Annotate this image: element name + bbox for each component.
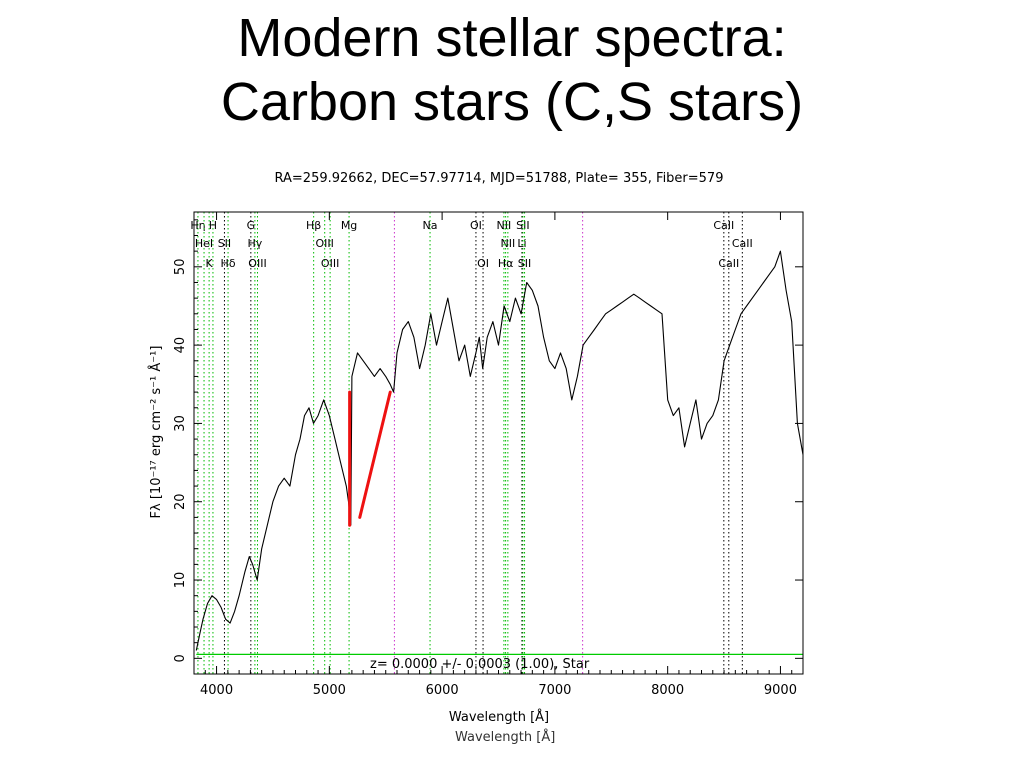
x-tick-label: 9000	[764, 683, 797, 698]
marker-label: OIII	[248, 257, 266, 270]
x-axis-label: Wavelength [Å]	[449, 709, 549, 725]
y-tick-label: 0	[173, 654, 188, 662]
marker-label: Hγ	[248, 237, 263, 250]
y-tick-label: 20	[173, 493, 188, 510]
line-markers: Hη H HeI SII K Hδ G Hγ OIII Hβ OIII OIII Mg Na OI OI NII…	[190, 212, 753, 674]
marker-label: Hη	[190, 219, 205, 232]
plot-frame	[193, 211, 804, 675]
annotations	[348, 390, 392, 527]
marker-label: SII	[516, 219, 529, 232]
spectrum-flux-line	[195, 250, 804, 651]
y-tick-label: 10	[173, 572, 188, 589]
marker-label: CaII	[713, 219, 734, 232]
x-tick-label: 8000	[651, 683, 684, 698]
marker-label: OIII	[321, 257, 339, 270]
x-tick-label: 6000	[426, 683, 459, 698]
marker-label: Hδ	[221, 257, 236, 270]
x-axis-label-echo: Wavelength [Å]	[455, 726, 575, 746]
series-layer	[195, 250, 804, 656]
marker-label: Hα	[498, 257, 514, 270]
marker-label: OI	[470, 219, 482, 232]
marker-label: G	[247, 219, 256, 232]
marker-label: HeI	[195, 237, 213, 250]
marker-label: Na	[423, 219, 438, 232]
y-tick-label: 50	[173, 259, 188, 276]
axis-ticks: 4000 5000 6000 7000 8000 9000 0 10 20 30 40 50	[173, 212, 804, 698]
marker-label: CaII	[732, 237, 753, 250]
marker-label: Mg	[341, 219, 357, 232]
red-annotation-line	[358, 390, 392, 519]
y-tick-label: 30	[173, 415, 188, 432]
marker-label: SII	[218, 237, 231, 250]
slide-title-line2: Carbon stars (C,S stars)	[220, 72, 804, 132]
marker-label: NII	[497, 219, 512, 232]
x-axis-label-echo-text: Wavelength [Å]	[455, 730, 556, 745]
slide-title-line1: Modern stellar spectra:	[237, 8, 787, 68]
x-tick-label: 5000	[313, 683, 346, 698]
slide-title: Modern stellar spectra: Carbon stars (C,…	[0, 6, 1024, 134]
marker-label: SII	[518, 257, 531, 270]
y-axis-label: Fλ [10⁻¹⁷ erg cm⁻² s⁻¹ Å⁻¹]	[148, 346, 164, 519]
marker-label: OIII	[316, 237, 334, 250]
chart-title: RA=259.92662, DEC=57.97714, MJD=51788, P…	[275, 171, 724, 186]
y-tick-label: 40	[173, 337, 188, 354]
x-tick-label: 7000	[538, 683, 571, 698]
marker-label: CaII	[718, 257, 739, 270]
x-tick-label: 4000	[200, 683, 233, 698]
redshift-label: z= 0.0000 +/- 0.0003 (1.00), Star	[370, 657, 590, 672]
marker-label: OI	[477, 257, 489, 270]
marker-label: K	[206, 257, 214, 270]
marker-label: H	[209, 219, 217, 232]
marker-label: NII	[501, 237, 516, 250]
marker-label: Li	[517, 237, 526, 250]
marker-label: Hβ	[306, 219, 321, 232]
